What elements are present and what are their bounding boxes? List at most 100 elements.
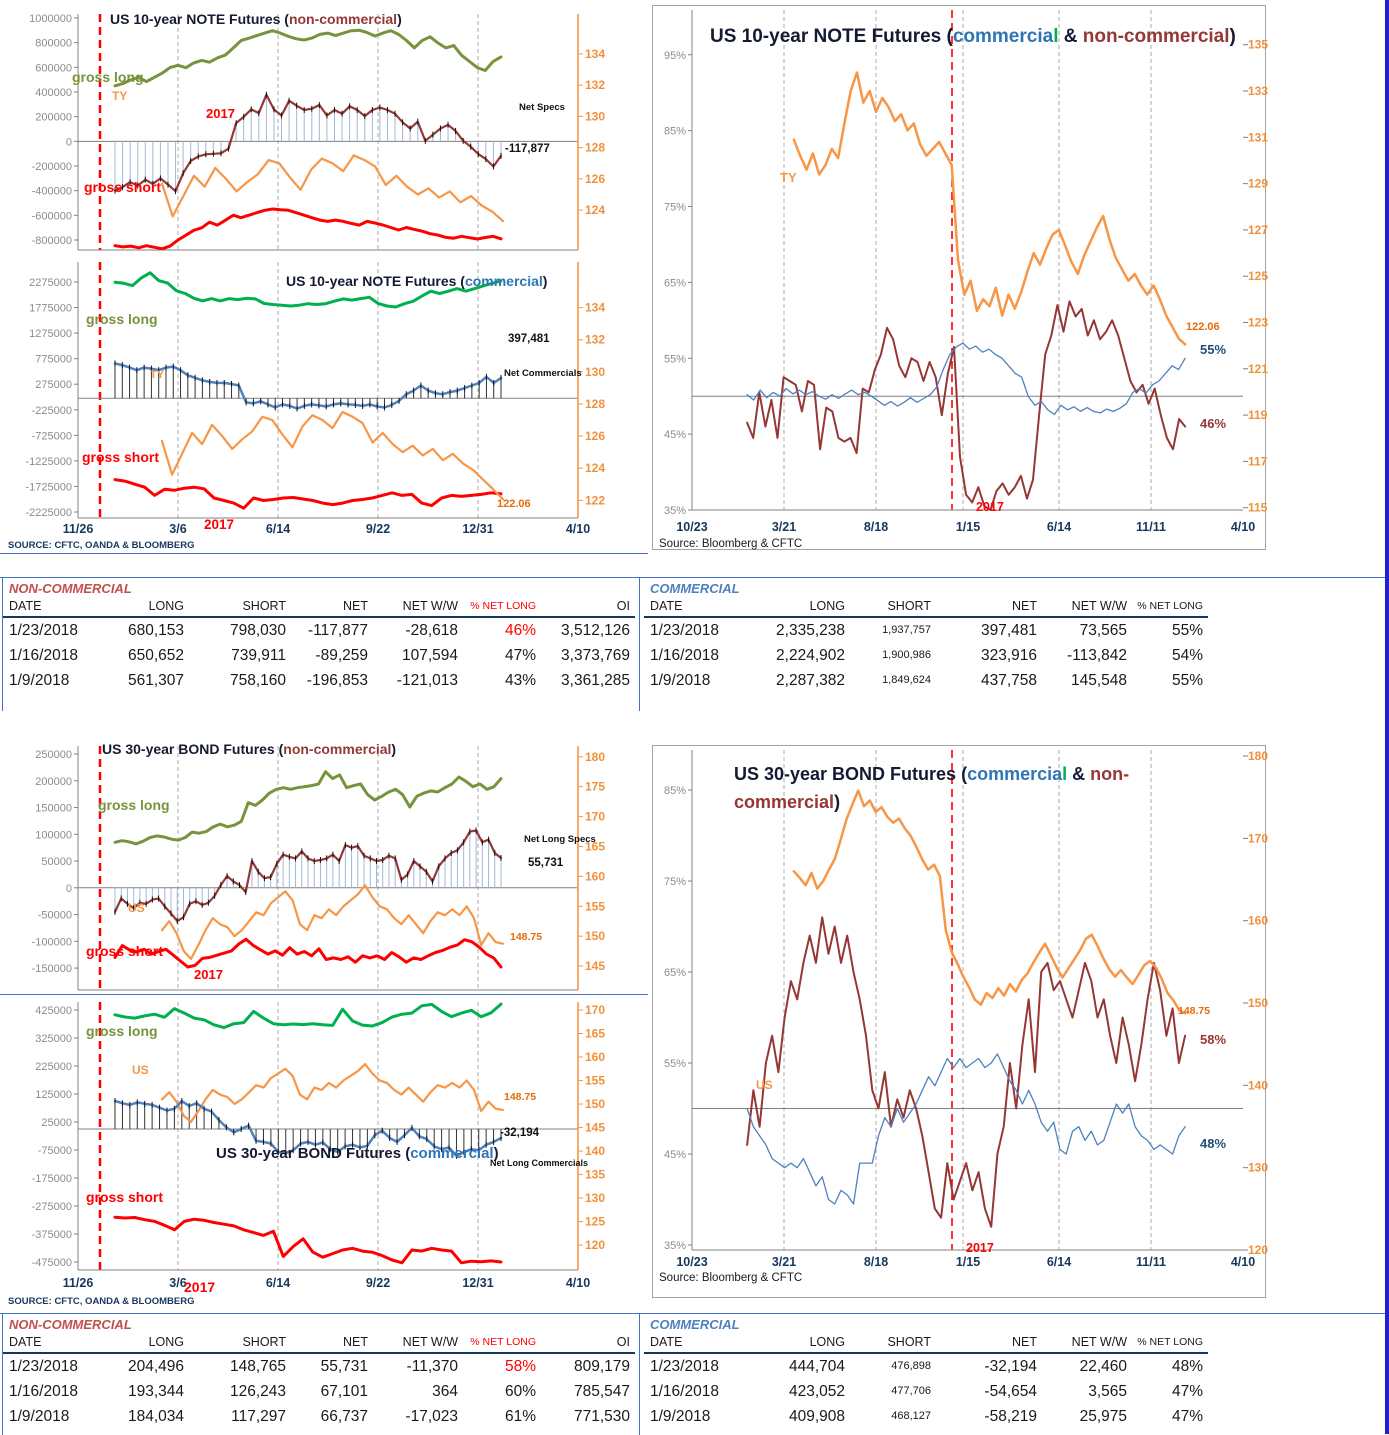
table-cell: 184,034: [127, 1408, 184, 1425]
column-header-short: SHORT: [887, 1335, 931, 1349]
column-header-net: NET: [343, 599, 368, 613]
table-cell: 1/9/2018: [650, 672, 711, 689]
table-cell: 55%: [1171, 672, 1203, 689]
table-cell: 680,153: [127, 622, 184, 639]
x-axis-label: 11/26: [63, 522, 94, 536]
us-label: US: [756, 1078, 773, 1092]
table-cell: 61%: [504, 1408, 536, 1425]
chart3-title: US 10-year NOTE Futures (commercial & no…: [710, 26, 1236, 47]
table-cell: 785,547: [573, 1383, 630, 1400]
table-10y-commercial-grid: DATE LONG SHORT NET NET W/W % NET LONG 1/23/20…: [644, 597, 1244, 693]
panel-divider-30y: [0, 994, 648, 995]
left-tick-label: -475000: [32, 1257, 72, 1269]
chart-c1: 1000000 800000 600000 400000 200000 0 -200000 -…: [29, 11, 605, 251]
source-label: SOURCE: CFTC, OANDA & BLOOMBERG: [8, 540, 194, 551]
net-long-specs-label: Net Long Specs: [524, 834, 596, 845]
source-label: Source: Bloomberg & CFTC: [659, 1272, 802, 1284]
net-value-label: -32,194: [500, 1127, 540, 1139]
left-tick-label: -150000: [32, 963, 72, 975]
right-tick-label: 135: [585, 1168, 605, 1182]
table-cell: 58%: [504, 1358, 536, 1375]
table-header-row: DATE LONG SHORT NET NET W/W % NET LONG OI: [3, 1333, 635, 1354]
left-tick-label: -100000: [32, 936, 72, 948]
table-cell: 798,030: [229, 622, 286, 639]
table-10y-noncommercial-label: NON-COMMERCIAL: [9, 581, 132, 596]
left-tick-label: 775000: [35, 354, 72, 366]
table-cell: 2,287,382: [776, 672, 845, 689]
source-label: SOURCE: CFTC, OANDA & BLOOMBERG: [8, 1296, 194, 1307]
year-label: 2017: [976, 500, 1004, 514]
series-net-specs: [113, 93, 503, 193]
gross-long-label: gross long: [86, 1023, 158, 1039]
table-row: 1/9/2018 561,307 758,160 -196,853 -121,013 43…: [3, 668, 639, 693]
table-cell: 650,652: [127, 647, 184, 664]
right-tick-label: 165: [585, 839, 605, 853]
chart1-title: US 10-year NOTE Futures (non-commercial): [110, 11, 402, 27]
x-axis-label: 12/31: [462, 522, 493, 536]
left-tick-label: 1275000: [29, 328, 72, 340]
year-label: 2017: [194, 967, 223, 982]
left-tick-label: 25000: [41, 1117, 72, 1129]
table-cell: -32,194: [984, 1358, 1037, 1375]
right-tick-label: 128: [585, 397, 605, 411]
x-axis-label: 12/31: [462, 1276, 493, 1290]
right-tick-label: 134: [585, 47, 605, 61]
column-header--net-long: % NET LONG: [1137, 1336, 1203, 1348]
table-10y-noncommercial: NON-COMMERCIAL DATE LONG SHORT NET NET W/W % …: [2, 578, 640, 711]
left-tick-label: 0: [66, 883, 72, 895]
column-header-date: DATE: [9, 1335, 42, 1349]
column-header-oi: OI: [616, 599, 630, 613]
table-cell: -11,370: [406, 1358, 458, 1375]
chart-c4: 250000 200000 150000 100000 50000 0 -50000 -100…: [32, 741, 605, 991]
series-noncommercial-pct: [746, 300, 1187, 511]
right-tick-label: 155: [585, 899, 605, 913]
table-30y-section: NON-COMMERCIAL DATE LONG SHORT NET NET W/W % …: [0, 1313, 1389, 1435]
price-value-label: 122.06: [1186, 321, 1220, 333]
table-row: 1/16/2018 423,052 477,706 -54,654 3,565 47%: [644, 1379, 1244, 1404]
noncommercial-pct-label: 46%: [1200, 416, 1226, 431]
right-tick-label: 130: [1248, 1161, 1268, 1175]
column-header-long: LONG: [809, 1335, 845, 1349]
chart-c5: 425000 325000 225000 125000 25000 -75000 -1750…: [8, 1002, 605, 1307]
table-cell: 444,704: [788, 1358, 845, 1375]
table-cell: -54,654: [984, 1383, 1037, 1400]
table-header-row: DATE LONG SHORT NET NET W/W % NET LONG: [644, 1333, 1208, 1354]
column-header--net-long: % NET LONG: [1137, 600, 1203, 612]
left-tick-label: 75%: [664, 876, 686, 888]
column-header-date: DATE: [650, 1335, 683, 1349]
gross-short-label: gross short: [84, 179, 161, 195]
table-30y-noncommercial: NON-COMMERCIAL DATE LONG SHORT NET NET W/W % …: [2, 1314, 640, 1435]
column-header--net-long: % NET LONG: [470, 600, 536, 612]
table-row: 1/16/2018 2,224,902 1,900,986 323,916 -113,8…: [644, 643, 1244, 668]
right-tick-label: 125: [585, 1215, 605, 1229]
right-tick-label: 140: [585, 1144, 605, 1158]
right-tick-label: 123: [1248, 316, 1268, 330]
year-label: 2017: [206, 106, 235, 121]
table-cell: 3,361,285: [561, 672, 630, 689]
left-tick-label: 250000: [35, 749, 72, 761]
table-30y-commercial-grid: DATE LONG SHORT NET NET W/W % NET LONG 1/23/20…: [644, 1333, 1244, 1429]
series-commercial-pct: [746, 342, 1186, 416]
table-cell: 55%: [1171, 622, 1203, 639]
table-cell: 48%: [1171, 1358, 1203, 1375]
table-cell: 1,849,624: [882, 674, 931, 686]
table-cell: 55,731: [320, 1358, 368, 1375]
left-tick-label: 100000: [35, 829, 72, 841]
right-tick-label: 124: [585, 461, 605, 475]
left-tick-label: -800000: [32, 235, 72, 247]
left-tick-label: 200000: [35, 776, 72, 788]
table-row: 1/23/2018 680,153 798,030 -117,877 -28,618 46…: [3, 618, 639, 643]
table-cell: 3,373,769: [561, 647, 630, 664]
us-label: US: [128, 901, 145, 915]
table-cell: -121,013: [396, 672, 458, 689]
column-header-short: SHORT: [242, 599, 286, 613]
table-cell: -113,842: [1066, 647, 1127, 664]
table-cell: 3,565: [1088, 1383, 1127, 1400]
table-cell: 323,916: [980, 647, 1037, 664]
left-tick-label: 150000: [35, 803, 72, 815]
table-30y-commercial-label: COMMERCIAL: [650, 1317, 740, 1332]
right-tick-label: 126: [585, 172, 605, 186]
table-cell: 54%: [1171, 647, 1203, 664]
table-cell: 25,975: [1079, 1408, 1127, 1425]
